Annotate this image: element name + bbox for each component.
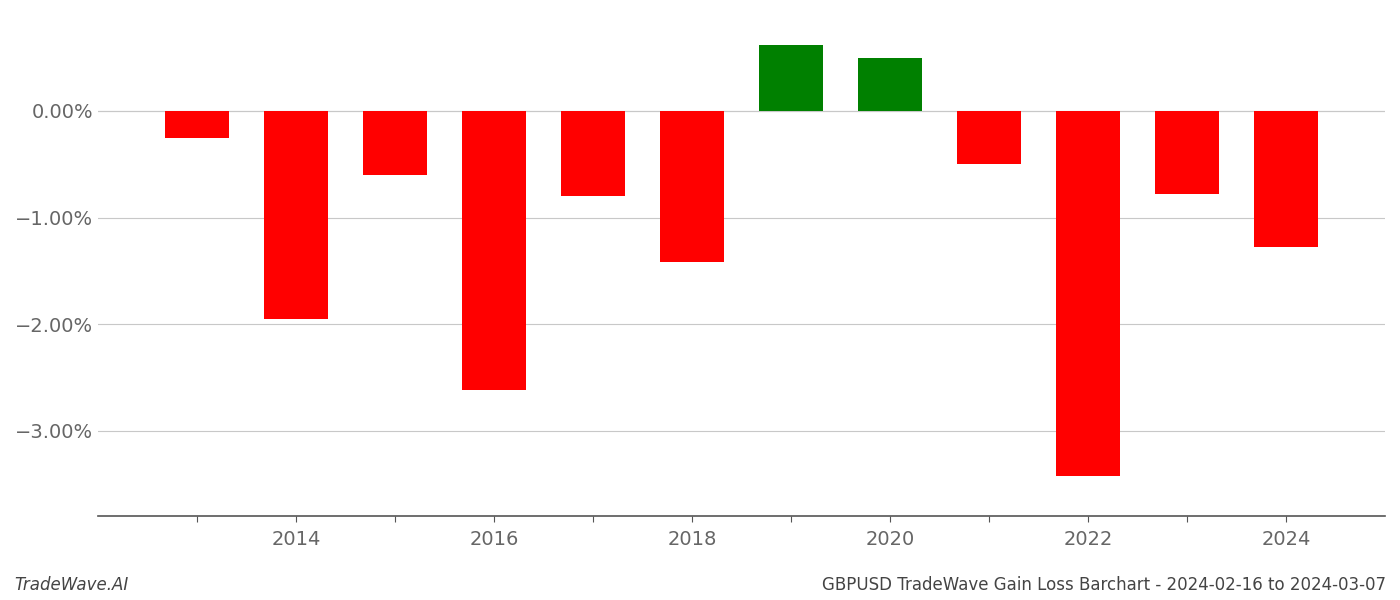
Bar (462, 111, 526, 391)
Bar (759, 45, 823, 111)
Text: TradeWave.AI: TradeWave.AI (14, 576, 129, 594)
Bar (165, 111, 230, 137)
Bar (1056, 111, 1120, 476)
Bar (659, 111, 724, 262)
Bar (1254, 111, 1319, 247)
Bar (1155, 111, 1219, 194)
Text: GBPUSD TradeWave Gain Loss Barchart - 2024-02-16 to 2024-03-07: GBPUSD TradeWave Gain Loss Barchart - 20… (822, 576, 1386, 594)
Bar (561, 111, 626, 196)
Bar (956, 111, 1021, 164)
Bar (363, 111, 427, 175)
Bar (263, 111, 328, 319)
Bar (858, 58, 923, 111)
